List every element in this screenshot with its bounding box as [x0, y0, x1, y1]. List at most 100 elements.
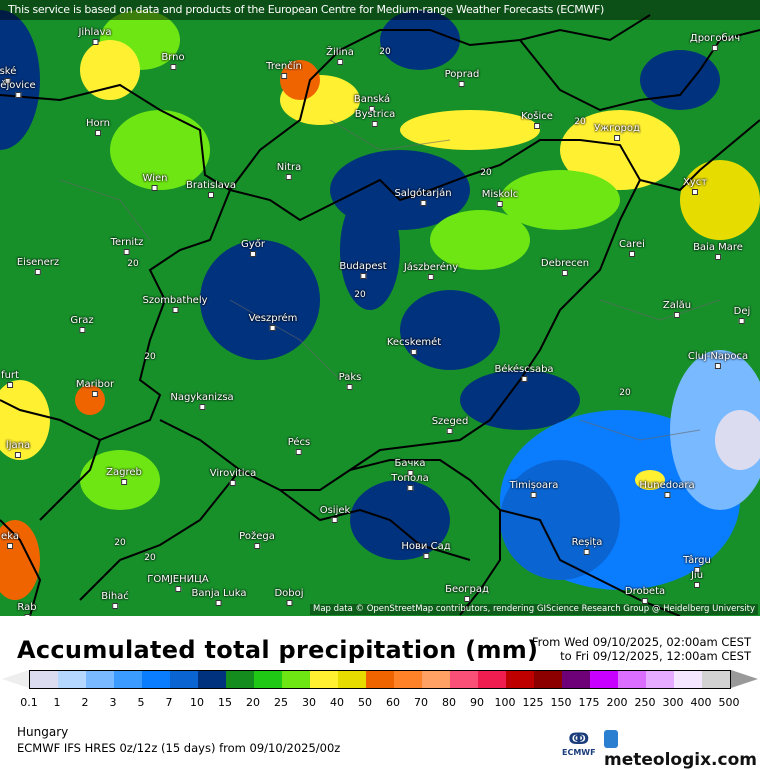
- precip-area: [500, 460, 620, 580]
- city-label: Wien: [143, 173, 168, 191]
- city-label: Jiu: [691, 570, 703, 588]
- city-label: Budapest: [339, 261, 386, 279]
- city-label: ljana: [6, 440, 30, 458]
- city-label: Kecskemét: [387, 337, 441, 355]
- period-to: to Fri 09/12/2025, 12:00am CEST: [560, 649, 751, 663]
- legend-title: Accumulated total precipitation (mm): [17, 636, 539, 664]
- legend-swatch: [58, 671, 86, 688]
- city-label: Salgótarján: [394, 188, 451, 206]
- city-label: Szeged: [432, 416, 469, 434]
- precip-area: [500, 170, 620, 230]
- legend-arrow-left: [2, 670, 29, 688]
- legend-swatch: [534, 671, 562, 688]
- city-label: Szombathely: [142, 295, 207, 313]
- legend-swatch: [646, 671, 674, 688]
- precip-area: [430, 210, 530, 270]
- city-label: Osijek: [320, 505, 351, 523]
- city-label: Reșița: [572, 537, 603, 555]
- legend-swatch: [450, 671, 478, 688]
- legend-tick-label: 250: [634, 696, 656, 709]
- city-label: Bystrica: [355, 109, 395, 127]
- legend-swatch: [282, 671, 310, 688]
- precipitation-map[interactable]: This service is based on data and produc…: [0, 0, 760, 616]
- city-label: Дрогобич: [690, 33, 740, 51]
- legend-tick-label: 40: [330, 696, 344, 709]
- city-label: Košice: [521, 111, 553, 129]
- legend-swatch: [618, 671, 646, 688]
- legend-tick-label: 175: [578, 696, 600, 709]
- city-label: Baia Mare: [693, 242, 743, 260]
- city-label: Hunedoara: [639, 480, 694, 498]
- legend-tick-label: 2: [81, 696, 89, 709]
- precip-area: [680, 160, 760, 240]
- precip-area: [380, 10, 460, 70]
- legend-tick-label: 300: [662, 696, 684, 709]
- city-label: Ужгород: [594, 123, 640, 141]
- city-label: Maribor: [76, 379, 114, 397]
- legend-arrow-right: [731, 670, 758, 688]
- region-label: Hungary: [17, 725, 69, 739]
- map-credit[interactable]: Map data © OpenStreetMap contributors, r…: [310, 604, 758, 615]
- city-label: Bihać: [101, 591, 129, 609]
- ecmwf-logo-icon: ↂ: [568, 729, 590, 748]
- legend-tick-label: 1: [53, 696, 61, 709]
- legend-swatch: [366, 671, 394, 688]
- contour-label: 20: [619, 388, 631, 398]
- city-label: Nagykanizsa: [170, 392, 233, 410]
- meteologix-logo[interactable]: meteologix.com: [604, 730, 760, 770]
- city-label: Timișoara: [510, 480, 559, 498]
- legend-tick-label: 15: [218, 696, 232, 709]
- precip-area: [340, 190, 400, 310]
- city-label: Poprad: [445, 69, 480, 87]
- legend-swatch: [338, 671, 366, 688]
- city-label: Београд: [445, 584, 489, 602]
- legend-swatch: [86, 671, 114, 688]
- city-label: Virovitica: [210, 468, 256, 486]
- city-label: Győr: [241, 239, 265, 257]
- legend-swatch: [198, 671, 226, 688]
- city-label: Debrecen: [541, 258, 589, 276]
- legend-swatch: [254, 671, 282, 688]
- city-label: Doboj: [274, 588, 303, 606]
- city-label: Horn: [86, 118, 110, 136]
- legend-tick-label: 400: [690, 696, 712, 709]
- precip-area: [400, 290, 500, 370]
- legend-swatch: [478, 671, 506, 688]
- legend-color-bar: [29, 670, 731, 689]
- ecmwf-logo[interactable]: ↂ ECMWF: [562, 729, 596, 757]
- city-label: Cluj-Napoca: [688, 351, 748, 369]
- contour-label: 20: [144, 352, 156, 362]
- city-label: Топола: [391, 473, 428, 491]
- city-label: Žilina: [326, 47, 354, 65]
- city-label: Хуст: [683, 177, 707, 195]
- legend-tick-label: 70: [414, 696, 428, 709]
- legend-swatch: [422, 671, 450, 688]
- legend-swatch: [590, 671, 618, 688]
- meteologix-icon: [604, 730, 618, 748]
- contour-label: 20: [480, 168, 492, 178]
- city-label: Dej: [734, 306, 751, 324]
- city-label: Нови Сад: [401, 541, 450, 559]
- precip-area: [400, 110, 540, 150]
- city-label: Veszprém: [249, 313, 298, 331]
- city-label: ějovice: [0, 80, 35, 98]
- legend-tick-label: 60: [386, 696, 400, 709]
- city-label: Banská: [354, 94, 390, 112]
- legend-swatch: [506, 671, 534, 688]
- precip-area: [350, 480, 450, 560]
- city-label: Carei: [619, 239, 645, 257]
- legend-swatch: [30, 671, 58, 688]
- city-label: Pécs: [288, 437, 311, 455]
- legend-swatch: [310, 671, 338, 688]
- contour-label: 20: [144, 553, 156, 563]
- precip-area: [560, 110, 680, 190]
- city-label: Zalău: [663, 300, 691, 318]
- legend-tick-label: 30: [302, 696, 316, 709]
- city-label: Zagreb: [106, 467, 142, 485]
- city-label: Bratislava: [186, 180, 236, 198]
- city-label: Eisenerz: [17, 257, 59, 275]
- city-label: eka: [1, 531, 19, 549]
- city-label: Târgu: [683, 555, 711, 573]
- legend-tick-label: 200: [606, 696, 628, 709]
- city-label: ské: [0, 66, 16, 84]
